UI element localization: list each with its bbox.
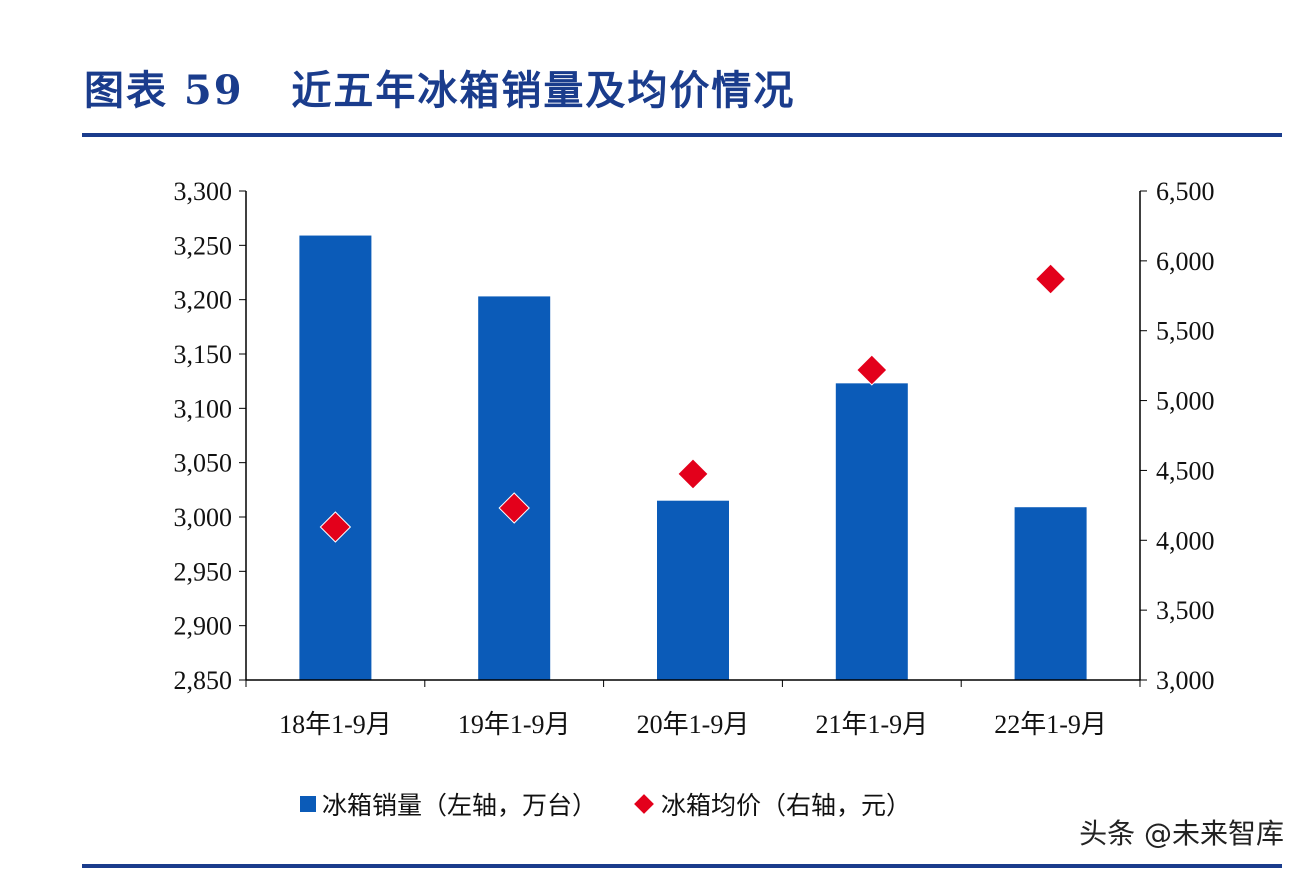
- y-left-tick-label: 3,200: [174, 286, 233, 315]
- y-left-tick-label: 2,900: [174, 612, 233, 641]
- y-left-tick-label: 3,300: [174, 177, 233, 206]
- legend-label-sales: 冰箱销量（左轴，万台）: [322, 791, 598, 820]
- y-left-tick-label: 2,950: [174, 557, 233, 586]
- legend-item-price: 冰箱均价（右轴，元）: [634, 786, 912, 822]
- y-right-tick-label: 3,000: [1156, 666, 1215, 695]
- chart-title: 图表 59 近五年冰箱销量及均价情况: [84, 67, 796, 114]
- legend-item-sales: 冰箱销量（左轴，万台）: [300, 786, 597, 822]
- y-right-tick-label: 6,000: [1156, 247, 1215, 276]
- y-left-tick-label: 3,150: [174, 340, 233, 369]
- price-marker: [1034, 263, 1067, 295]
- watermark: 头条 @未来智库: [1079, 817, 1284, 850]
- x-tick-label: 20年1-9月: [637, 710, 750, 739]
- y-left-tick-label: 3,250: [174, 231, 233, 260]
- y-right-tick-label: 5,500: [1156, 317, 1215, 346]
- y-right-tick-label: 5,000: [1156, 387, 1215, 416]
- x-tick-label: 18年1-9月: [279, 710, 392, 739]
- bar: [299, 235, 372, 680]
- y-left-tick-label: 3,050: [174, 449, 233, 478]
- legend-diamond-swatch: [634, 794, 654, 814]
- x-tick-label: 21年1-9月: [815, 710, 928, 739]
- y-right-tick-label: 3,500: [1156, 596, 1215, 625]
- x-tick-label: 22年1-9月: [994, 710, 1107, 739]
- y-right-tick-label: 6,500: [1156, 177, 1215, 206]
- legend: 冰箱销量（左轴，万台） 冰箱均价（右轴，元）: [300, 786, 911, 822]
- y-left-tick-label: 3,000: [174, 503, 233, 532]
- bottom-divider: [82, 864, 1282, 868]
- y-right-tick-label: 4,500: [1156, 456, 1215, 485]
- x-tick-label: 19年1-9月: [458, 710, 571, 739]
- bar: [657, 500, 729, 680]
- price-marker: [498, 492, 530, 524]
- price-marker: [319, 511, 352, 543]
- title-divider: [82, 133, 1282, 137]
- y-left-tick-label: 3,100: [174, 394, 233, 423]
- bar: [478, 296, 551, 680]
- bar: [1014, 507, 1087, 680]
- legend-bar-swatch: [300, 796, 316, 812]
- y-left-tick-label: 2,850: [174, 666, 233, 695]
- price-marker: [856, 354, 888, 386]
- y-right-tick-label: 4,000: [1156, 526, 1215, 555]
- bar: [835, 383, 908, 680]
- price-marker: [677, 458, 709, 490]
- legend-label-price: 冰箱均价（右轴，元）: [661, 791, 912, 820]
